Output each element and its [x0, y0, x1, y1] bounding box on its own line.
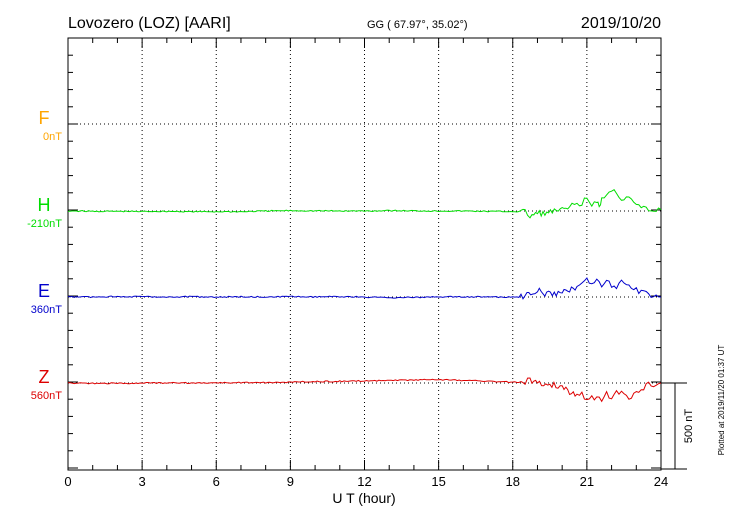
scale-bar-label: 500 nT: [683, 409, 695, 444]
baseline-label-f: 0nT: [43, 131, 62, 143]
series-name-z: Z: [39, 367, 50, 387]
x-tick-label: 0: [64, 474, 71, 489]
x-tick-label: 18: [506, 474, 520, 489]
coordinates-label: GG ( 67.97°, 35.02°): [367, 19, 468, 31]
x-tick-label: 24: [654, 474, 668, 489]
x-tick-label: 21: [580, 474, 594, 489]
series-name-h: H: [38, 195, 51, 215]
baseline-label-e: 360nT: [31, 304, 62, 316]
trace-z: [68, 377, 662, 403]
x-tick-label: 9: [287, 474, 294, 489]
baseline-label-z: 560nT: [31, 390, 62, 402]
baseline-label-h: -210nT: [27, 218, 62, 230]
station-title: Lovozero (LOZ) [AARI]: [68, 15, 231, 32]
trace-h: [68, 189, 662, 219]
series-name-f: F: [39, 108, 50, 128]
trace-e: [67, 277, 662, 300]
series-name-e: E: [38, 281, 50, 301]
plotted-timestamp: Plotted at 2019/11/20 01:37 UT: [717, 345, 726, 456]
x-tick-label: 15: [431, 474, 445, 489]
x-axis-label: U T (hour): [332, 490, 395, 506]
x-tick-label: 3: [139, 474, 146, 489]
x-tick-label: 12: [357, 474, 371, 489]
date-label: 2019/10/20: [581, 15, 661, 32]
x-tick-label: 6: [213, 474, 220, 489]
